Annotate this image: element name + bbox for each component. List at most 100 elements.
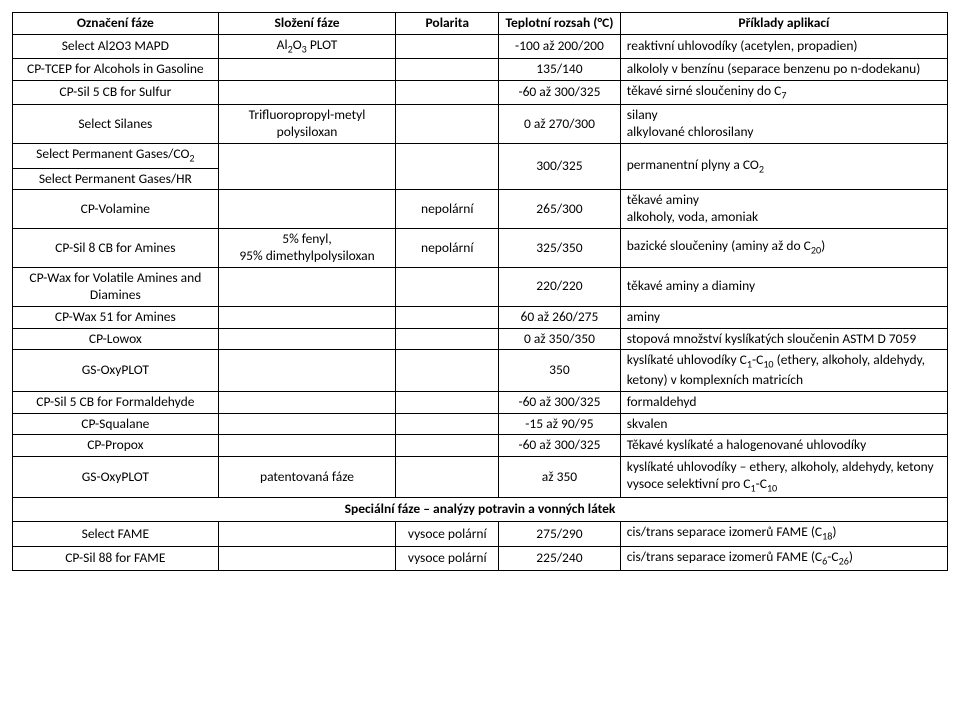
cell-polarity (396, 391, 499, 413)
table-row: CP-Wax 51 for Amines 60 až 260/275aminy (13, 306, 948, 328)
cell-polarity (396, 105, 499, 144)
cell-temp: až 350 (499, 457, 621, 498)
cell-phase: CP-Sil 8 CB for Amines (13, 229, 219, 268)
cell-composition (218, 413, 396, 435)
table-row: GS-OxyPLOTpatentovaná fázeaž 350kyslíkat… (13, 457, 948, 498)
cell-polarity (396, 34, 499, 58)
cell-temp: -60 až 300/325 (499, 391, 621, 413)
cell-polarity: nepolární (396, 229, 499, 268)
cell-app: těkavé aminy a diaminy (620, 267, 947, 306)
cell-composition (218, 190, 396, 229)
cell-composition (218, 59, 396, 81)
cell-polarity (396, 267, 499, 306)
col-header-1: Označení fáze (13, 13, 219, 35)
cell-composition (218, 267, 396, 306)
table-row: CP-Sil 5 CB for Sulfur -60 až 300/325těka… (13, 81, 948, 105)
table-row: CP-Sil 5 CB for Formaldehyde -60 až 300/3… (13, 391, 948, 413)
cell-composition: patentovaná fáze (218, 457, 396, 498)
cell-temp: -100 až 200/200 (499, 34, 621, 58)
cell-app: těkavé aminyalkoholy, voda, amoniak (620, 190, 947, 229)
cell-app: těkavé sirné sloučeniny do C7 (620, 81, 947, 105)
phase-table: Označení fáze Složení fáze Polarita Tepl… (12, 12, 948, 571)
cell-polarity (396, 81, 499, 105)
table-row: Select Permanent Gases/CO2300/325permane… (13, 144, 948, 168)
cell-composition (218, 350, 396, 391)
cell-app: cis/trans separace izomerů FAME (C18) (620, 522, 947, 546)
cell-polarity (396, 413, 499, 435)
cell-temp: -60 až 300/325 (499, 435, 621, 457)
cell-app: Těkavé kyslíkaté a halogenované uhlovodí… (620, 435, 947, 457)
section-row: Speciální fáze – analýzy potravin a vonn… (13, 498, 948, 522)
cell-app: skvalen (620, 413, 947, 435)
cell-temp: 350 (499, 350, 621, 391)
cell-app: cis/trans separace izomerů FAME (C6-C26) (620, 546, 947, 570)
table-row: GS-OxyPLOT 350kyslíkaté uhlovodíky C1-C10… (13, 350, 948, 391)
cell-app: reaktivní uhlovodíky (acetylen, propadie… (620, 34, 947, 58)
table-row: CP-Sil 88 for FAME vysoce polární225/240c… (13, 546, 948, 570)
cell-composition: Trifluoropropyl-metyl polysiloxan (218, 105, 396, 144)
cell-phase: CP-Lowox (13, 328, 219, 350)
cell-phase: CP-Sil 5 CB for Sulfur (13, 81, 219, 105)
cell-polarity: vysoce polární (396, 522, 499, 546)
table-row: CP-Propox-60 až 300/325Těkavé kyslíkaté … (13, 435, 948, 457)
cell-temp: 300/325 (499, 144, 621, 190)
col-header-4: Teplotní rozsah (°C) (499, 13, 621, 35)
cell-composition (218, 435, 396, 457)
cell-phase: CP-Wax 51 for Amines (13, 306, 219, 328)
cell-composition (218, 546, 396, 570)
cell-phase: Select Permanent Gases/CO2 (13, 144, 219, 168)
cell-polarity (396, 144, 499, 190)
cell-temp: 0 až 350/350 (499, 328, 621, 350)
cell-polarity (396, 306, 499, 328)
cell-temp: -15 až 90/95 (499, 413, 621, 435)
cell-composition (218, 144, 396, 190)
cell-polarity: vysoce polární (396, 546, 499, 570)
cell-composition (218, 81, 396, 105)
table-row: Select Al2O3 MAPDAl2O3 PLOT-100 až 200/2… (13, 34, 948, 58)
cell-phase: CP-Sil 5 CB for Formaldehyde (13, 391, 219, 413)
cell-temp: 60 až 260/275 (499, 306, 621, 328)
table-row: Select SilanesTrifluoropropyl-metyl poly… (13, 105, 948, 144)
cell-phase: Select Silanes (13, 105, 219, 144)
cell-temp: 325/350 (499, 229, 621, 268)
section-label: Speciální fáze – analýzy potravin a vonn… (13, 498, 948, 522)
table-row: CP-Wax for Volatile Amines and Diamines 2… (13, 267, 948, 306)
cell-phase: CP-TCEP for Alcohols in Gasoline (13, 59, 219, 81)
cell-app: formaldehyd (620, 391, 947, 413)
cell-phase: Select Al2O3 MAPD (13, 34, 219, 58)
table-row: Select FAMEvysoce polární275/290cis/tran… (13, 522, 948, 546)
cell-polarity: nepolární (396, 190, 499, 229)
table-row: CP-TCEP for Alcohols in Gasoline 135/140a… (13, 59, 948, 81)
cell-temp: 225/240 (499, 546, 621, 570)
cell-composition: 5% fenyl,95% dimethylpolysiloxan (218, 229, 396, 268)
cell-app: kyslíkaté uhlovodíky C1-C10 (ethery, alk… (620, 350, 947, 391)
cell-app: permanentní plyny a CO2 (620, 144, 947, 190)
cell-app: alkololy v benzínu (separace benzenu po … (620, 59, 947, 81)
cell-temp: 220/220 (499, 267, 621, 306)
cell-phase: Select Permanent Gases/HR (13, 168, 219, 190)
cell-app: aminy (620, 306, 947, 328)
cell-polarity (396, 435, 499, 457)
cell-composition (218, 328, 396, 350)
cell-app: bazické sloučeniny (aminy až do C20) (620, 229, 947, 268)
cell-phase: CP-Volamine (13, 190, 219, 229)
cell-temp: 0 až 270/300 (499, 105, 621, 144)
cell-composition (218, 522, 396, 546)
cell-phase: CP-Sil 88 for FAME (13, 546, 219, 570)
table-row: CP-Sil 8 CB for Amines5% fenyl,95% dimet… (13, 229, 948, 268)
col-header-2: Složení fáze (218, 13, 396, 35)
cell-phase: GS-OxyPLOT (13, 350, 219, 391)
cell-app: silanyalkylované chlorosilany (620, 105, 947, 144)
cell-phase: CP-Wax for Volatile Amines and Diamines (13, 267, 219, 306)
cell-composition (218, 391, 396, 413)
col-header-3: Polarita (396, 13, 499, 35)
cell-polarity (396, 350, 499, 391)
cell-polarity (396, 59, 499, 81)
table-row: CP-Squalane-15 až 90/95skvalen (13, 413, 948, 435)
table-row: CP-Volaminenepolární265/300těkavé aminya… (13, 190, 948, 229)
cell-polarity (396, 328, 499, 350)
cell-polarity (396, 457, 499, 498)
table-row: CP-Lowox0 až 350/350stopová množství kys… (13, 328, 948, 350)
cell-temp: -60 až 300/325 (499, 81, 621, 105)
cell-temp: 135/140 (499, 59, 621, 81)
